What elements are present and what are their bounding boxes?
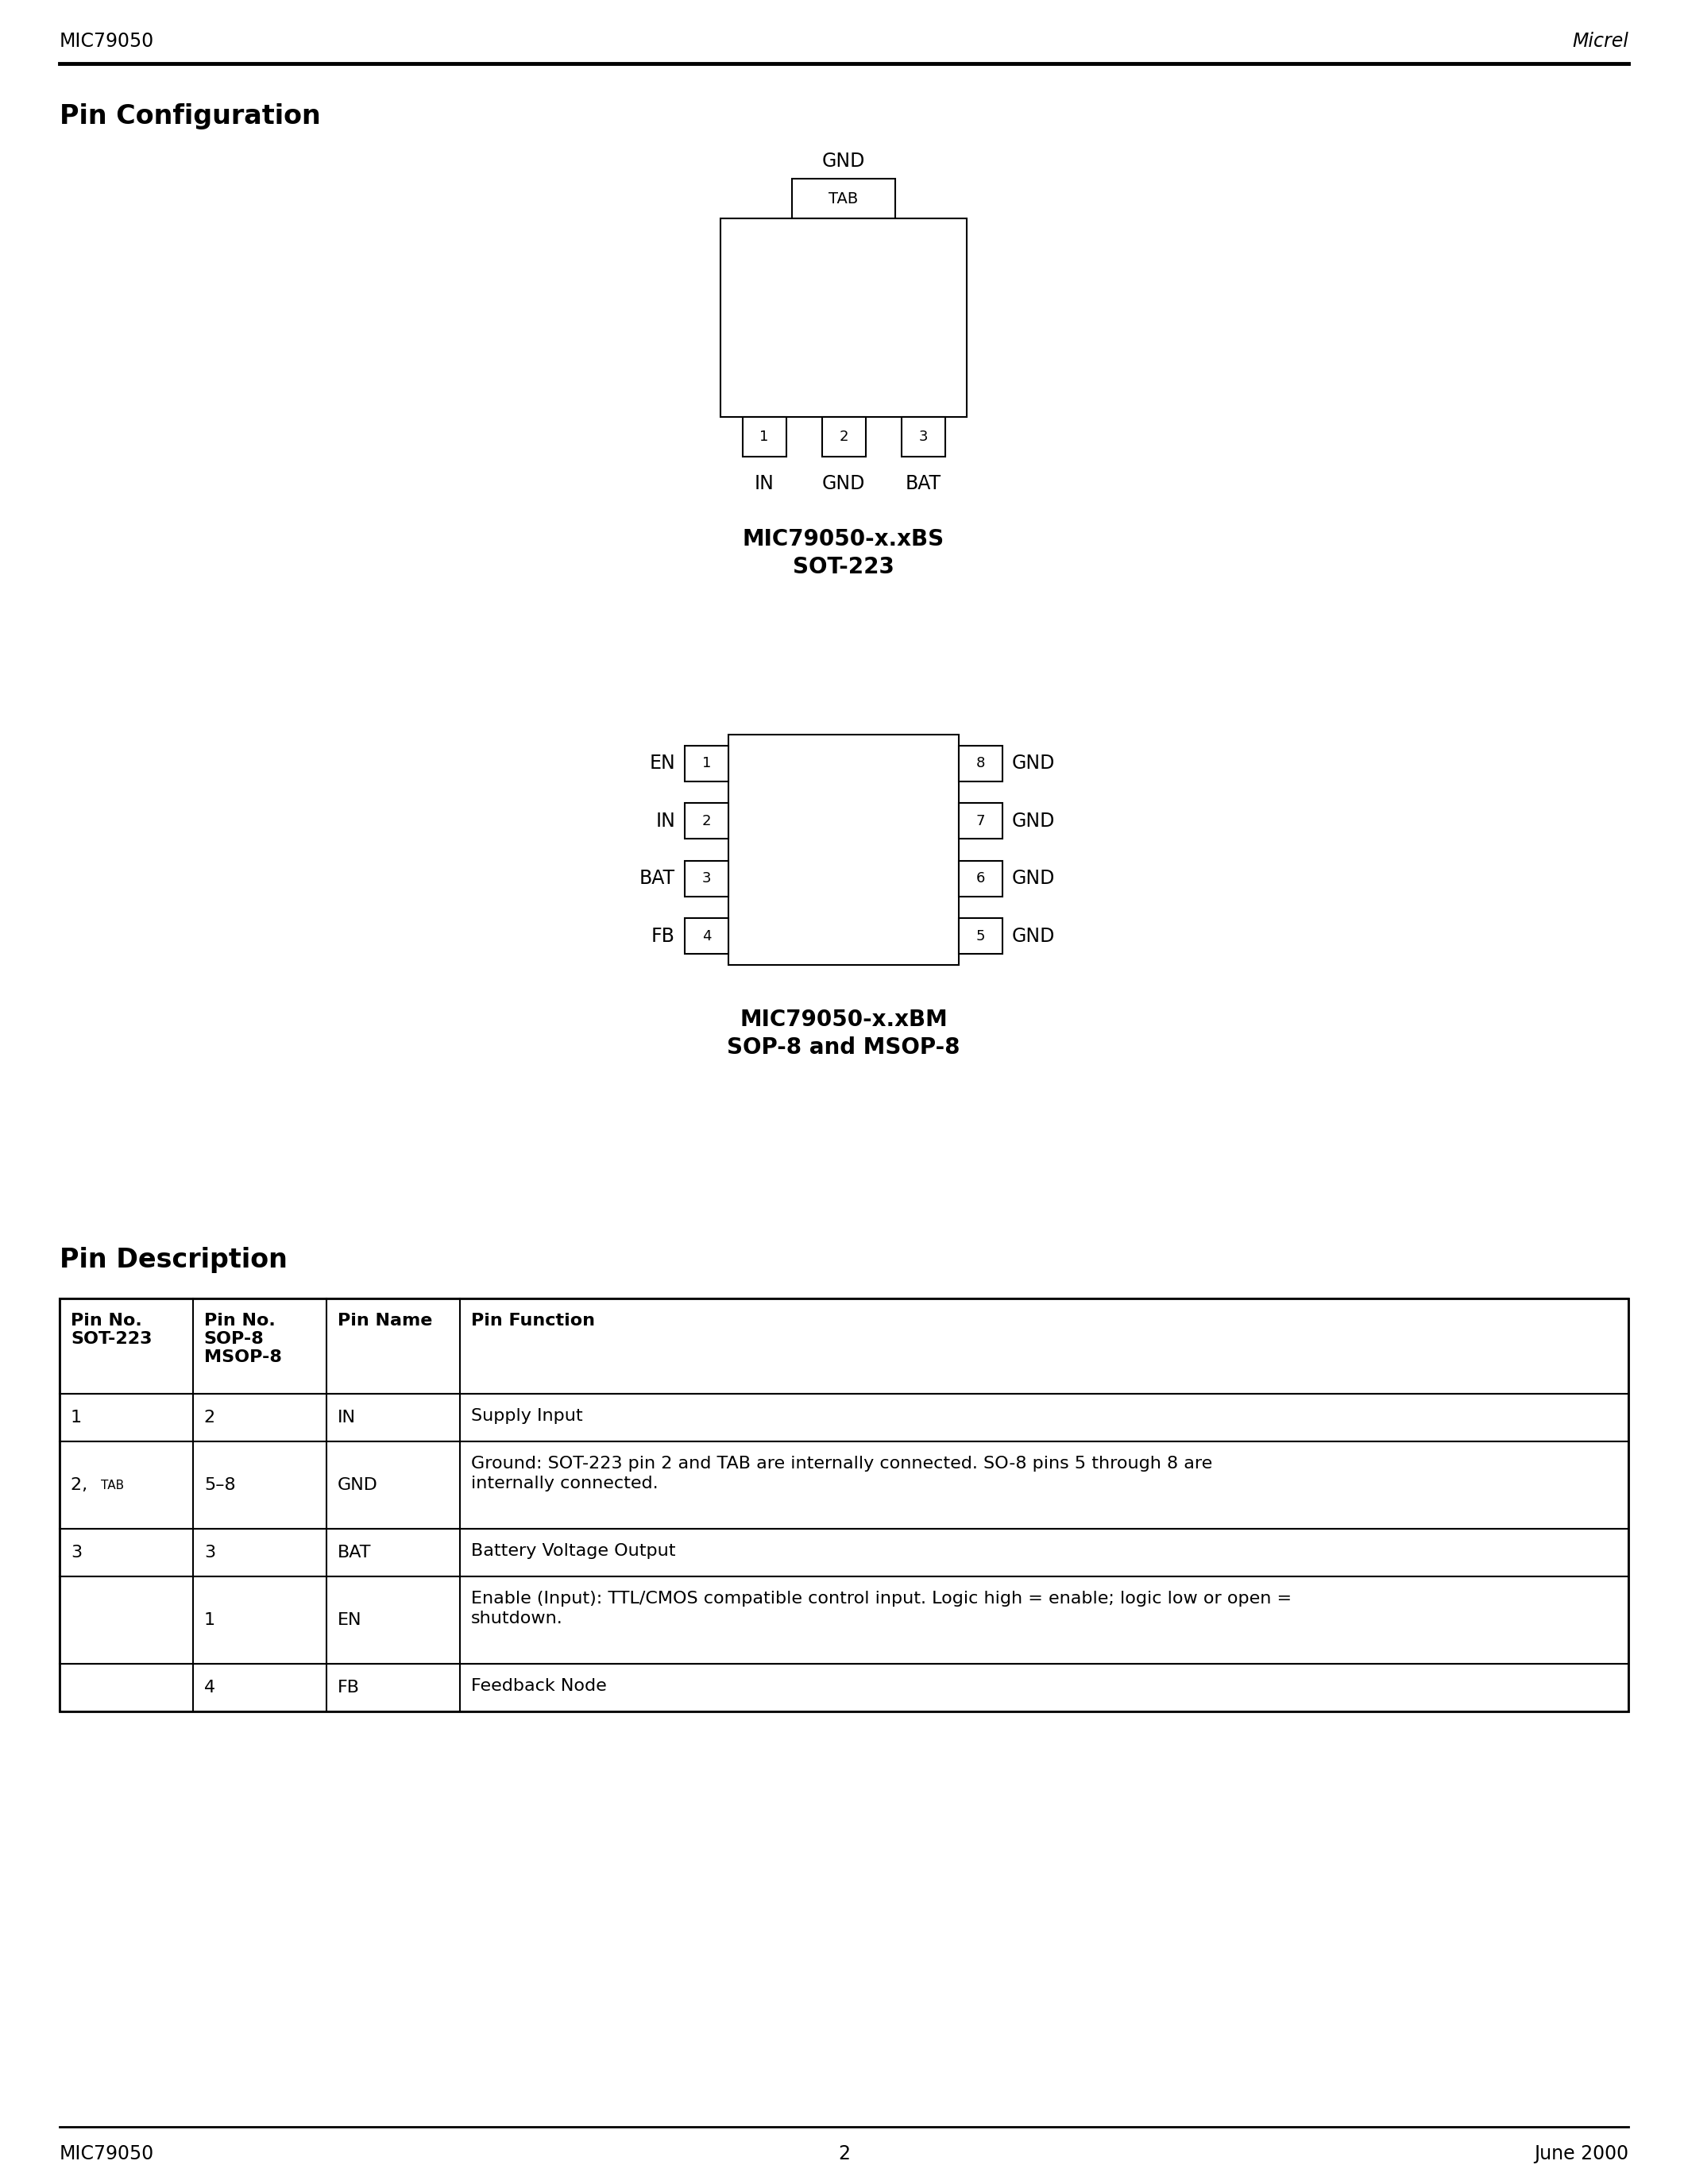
Text: Pin Name: Pin Name [338,1313,432,1328]
Bar [59,1529,1629,1577]
Text: 3: 3 [71,1544,83,1562]
Text: BAT: BAT [338,1544,371,1562]
Text: 8: 8 [976,756,986,771]
Text: 2: 2 [837,2145,851,2164]
Text: BAT: BAT [905,474,940,494]
Text: 2,: 2, [71,1476,93,1494]
Text: GND: GND [1013,926,1055,946]
Bar [59,1664,1629,1712]
Text: MIC79050-x.xBM
SOP-8 and MSOP-8: MIC79050-x.xBM SOP-8 and MSOP-8 [728,1009,960,1059]
Text: 6: 6 [976,871,986,887]
Bar [59,1299,1629,1712]
Text: EN: EN [650,753,675,773]
Text: IN: IN [338,1409,356,1426]
Text: EN: EN [338,1612,361,1627]
Text: TAB: TAB [101,1479,123,1492]
Bar [959,917,1003,954]
Text: Ground: SOT-223 pin 2 and TAB are internally connected. SO-8 pins 5 through 8 ar: Ground: SOT-223 pin 2 and TAB are intern… [471,1457,1212,1492]
Text: GND: GND [1013,812,1055,830]
Text: Feedback Node: Feedback Node [471,1677,606,1695]
Bar [822,417,866,456]
Text: FB: FB [338,1679,360,1695]
Bar [685,917,729,954]
Text: 1: 1 [71,1409,83,1426]
Text: 3: 3 [918,430,928,443]
Text: GND: GND [338,1476,378,1494]
Text: 5: 5 [976,928,986,943]
Text: 1: 1 [760,430,768,443]
Bar [959,745,1003,782]
Bar [792,179,895,218]
Text: Micrel: Micrel [1572,33,1629,50]
Bar [729,734,959,965]
Text: Pin Configuration: Pin Configuration [59,103,321,129]
Text: 1: 1 [204,1612,216,1627]
Bar [685,860,729,895]
Bar [685,804,729,839]
Bar [743,417,787,456]
Text: 2: 2 [839,430,847,443]
Text: MIC79050: MIC79050 [59,33,154,50]
Text: Pin Function: Pin Function [471,1313,594,1328]
Text: 2: 2 [702,815,711,828]
Text: 3: 3 [702,871,711,887]
Text: GND: GND [822,474,866,494]
Bar [901,417,945,456]
Text: 3: 3 [204,1544,216,1562]
Text: 7: 7 [976,815,986,828]
Text: FB: FB [652,926,675,946]
Text: Pin No.
SOT-223: Pin No. SOT-223 [71,1313,152,1348]
Text: 5–8: 5–8 [204,1476,236,1494]
Bar [721,218,967,417]
Text: GND: GND [822,151,866,170]
Text: 4: 4 [204,1679,216,1695]
Text: MIC79050: MIC79050 [59,2145,154,2164]
Text: Supply Input: Supply Input [471,1409,582,1424]
Text: Battery Voltage Output: Battery Voltage Output [471,1544,675,1559]
Text: GND: GND [1013,869,1055,889]
Text: GND: GND [1013,753,1055,773]
Text: IN: IN [655,812,675,830]
Text: BAT: BAT [640,869,675,889]
Bar [959,860,1003,895]
Text: TAB: TAB [829,190,859,205]
Text: June 2000: June 2000 [1534,2145,1629,2164]
Text: 4: 4 [702,928,711,943]
Text: IN: IN [755,474,775,494]
Text: Pin No.
SOP-8
MSOP-8: Pin No. SOP-8 MSOP-8 [204,1313,282,1365]
Text: 1: 1 [702,756,711,771]
Text: MIC79050-x.xBS
SOT-223: MIC79050-x.xBS SOT-223 [743,529,945,579]
Text: 2: 2 [204,1409,216,1426]
Bar [685,745,729,782]
Bar [59,1441,1629,1529]
Text: Pin Description: Pin Description [59,1247,287,1273]
Text: Enable (Input): TTL/CMOS compatible control input. Logic high = enable; logic lo: Enable (Input): TTL/CMOS compatible cont… [471,1590,1291,1627]
Bar [959,804,1003,839]
Bar [59,1577,1629,1664]
Bar [59,1393,1629,1441]
Bar [59,1299,1629,1393]
